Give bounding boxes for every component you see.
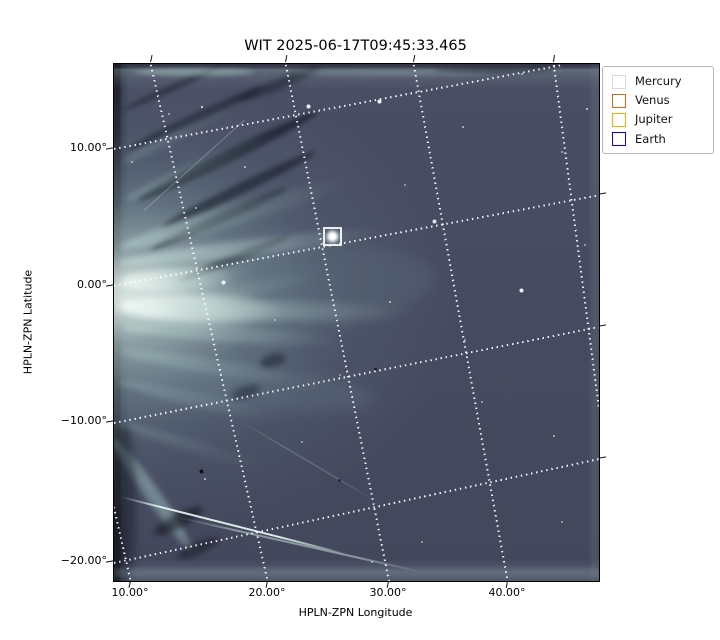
legend-item-mercury: Mercury <box>603 72 713 91</box>
y-tick <box>105 147 114 150</box>
y-tick-right <box>598 192 607 196</box>
x-axis-label: HPLN-ZPN Longitude <box>298 606 413 619</box>
x-tick-label: 40.00° <box>488 586 526 599</box>
earth-swatch-icon <box>612 132 626 147</box>
legend: Mercury Venus Jupiter Earth <box>602 66 714 154</box>
y-tick-right <box>598 456 607 460</box>
legend-item-earth: Earth <box>603 130 713 149</box>
dark-patch <box>114 424 136 581</box>
y-tick-label: −10.00° <box>60 414 107 427</box>
right-edge-mottling <box>591 64 599 581</box>
faint-trail <box>240 421 377 503</box>
legend-item-jupiter: Jupiter <box>603 110 713 129</box>
y-tick-label: −20.00° <box>60 554 107 567</box>
y-tick-label: 0.00° <box>77 278 107 291</box>
x-tick-top <box>285 54 288 63</box>
y-tick <box>105 560 114 563</box>
figure-title: WIT 2025-06-17T09:45:33.465 <box>244 38 467 54</box>
x-tick-top <box>150 55 153 63</box>
y-axis-label: HPLN-ZPN Latitude <box>21 269 35 375</box>
legend-label: Mercury <box>635 73 682 88</box>
legend-item-venus: Venus <box>603 91 713 110</box>
jupiter-swatch-icon <box>612 112 626 127</box>
x-tick-label: 20.00° <box>248 586 286 599</box>
bottom-light-band <box>114 568 599 577</box>
plot-area <box>113 63 600 582</box>
top-band-shadow <box>434 67 554 73</box>
dark-specks <box>114 64 117 67</box>
x-tick-label: 30.00° <box>369 586 407 599</box>
venus-swatch-icon <box>612 93 626 108</box>
legend-label: Earth <box>635 131 666 146</box>
legend-label: Venus <box>635 93 670 108</box>
grid-longitude-40deg <box>413 64 509 581</box>
top-band-highlight <box>294 70 494 76</box>
y-tick-right <box>598 324 607 328</box>
grid-latitude-10deg <box>114 64 562 150</box>
x-tick-label: 10.00° <box>111 586 149 599</box>
y-tick <box>105 284 114 287</box>
mercury-swatch-icon <box>612 74 626 89</box>
y-tick <box>105 420 114 423</box>
x-tick-top <box>413 54 416 63</box>
legend-label: Jupiter <box>635 112 673 127</box>
x-tick-top <box>553 54 556 63</box>
top-band-highlight <box>134 68 254 76</box>
y-tick-label: 10.00° <box>70 141 107 154</box>
